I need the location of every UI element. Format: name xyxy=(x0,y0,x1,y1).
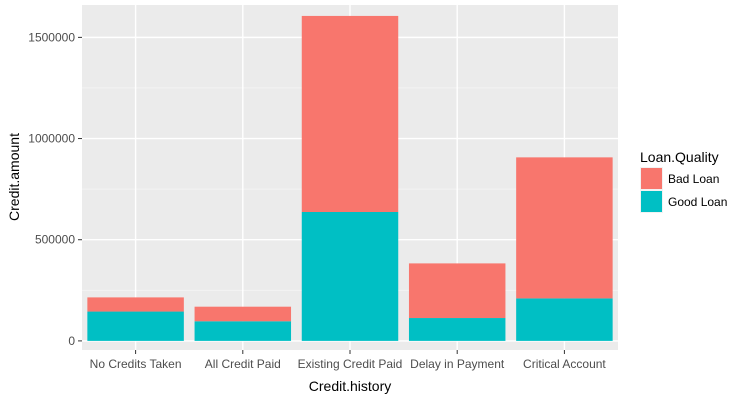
bar-bad-loan xyxy=(301,15,399,213)
x-tick-label: Existing Credit Paid xyxy=(298,357,403,371)
legend-title: Loan.Quality xyxy=(640,149,719,165)
y-axis-title: Credit.amount xyxy=(6,133,22,221)
legend-key-swatch xyxy=(641,168,662,189)
y-tick-label: 1500000 xyxy=(28,30,75,44)
legend-key-swatch xyxy=(641,191,662,212)
x-tick-label: Critical Account xyxy=(523,357,606,371)
legend-label: Good Loan xyxy=(668,195,727,209)
bar-bad-loan xyxy=(408,263,506,319)
y-tick-label: 0 xyxy=(68,334,75,348)
y-axis: 0 500000 1000000 1500000 xyxy=(28,30,82,348)
legend: Loan.Quality Bad Loan Good Loan xyxy=(640,149,727,213)
y-tick-label: 500000 xyxy=(35,233,75,247)
bar-good-loan xyxy=(301,212,399,341)
bar-bad-loan xyxy=(194,306,292,322)
bar-good-loan xyxy=(194,321,292,341)
bar-good-loan xyxy=(408,318,506,341)
x-tick-label: No Credits Taken xyxy=(90,357,182,371)
x-tick-label: Delay in Payment xyxy=(410,357,505,371)
bar-bad-loan xyxy=(87,297,184,312)
bar-good-loan xyxy=(516,298,613,341)
y-tick-label: 1000000 xyxy=(28,132,75,146)
bars xyxy=(87,15,613,341)
bar-bad-loan xyxy=(516,157,613,299)
bar-good-loan xyxy=(87,311,184,341)
x-axis-title: Credit.history xyxy=(309,378,391,394)
legend-label: Bad Loan xyxy=(668,172,719,186)
x-tick-label: All Credit Paid xyxy=(205,357,281,371)
x-axis: No Credits Taken All Credit Paid Existing … xyxy=(90,350,606,371)
